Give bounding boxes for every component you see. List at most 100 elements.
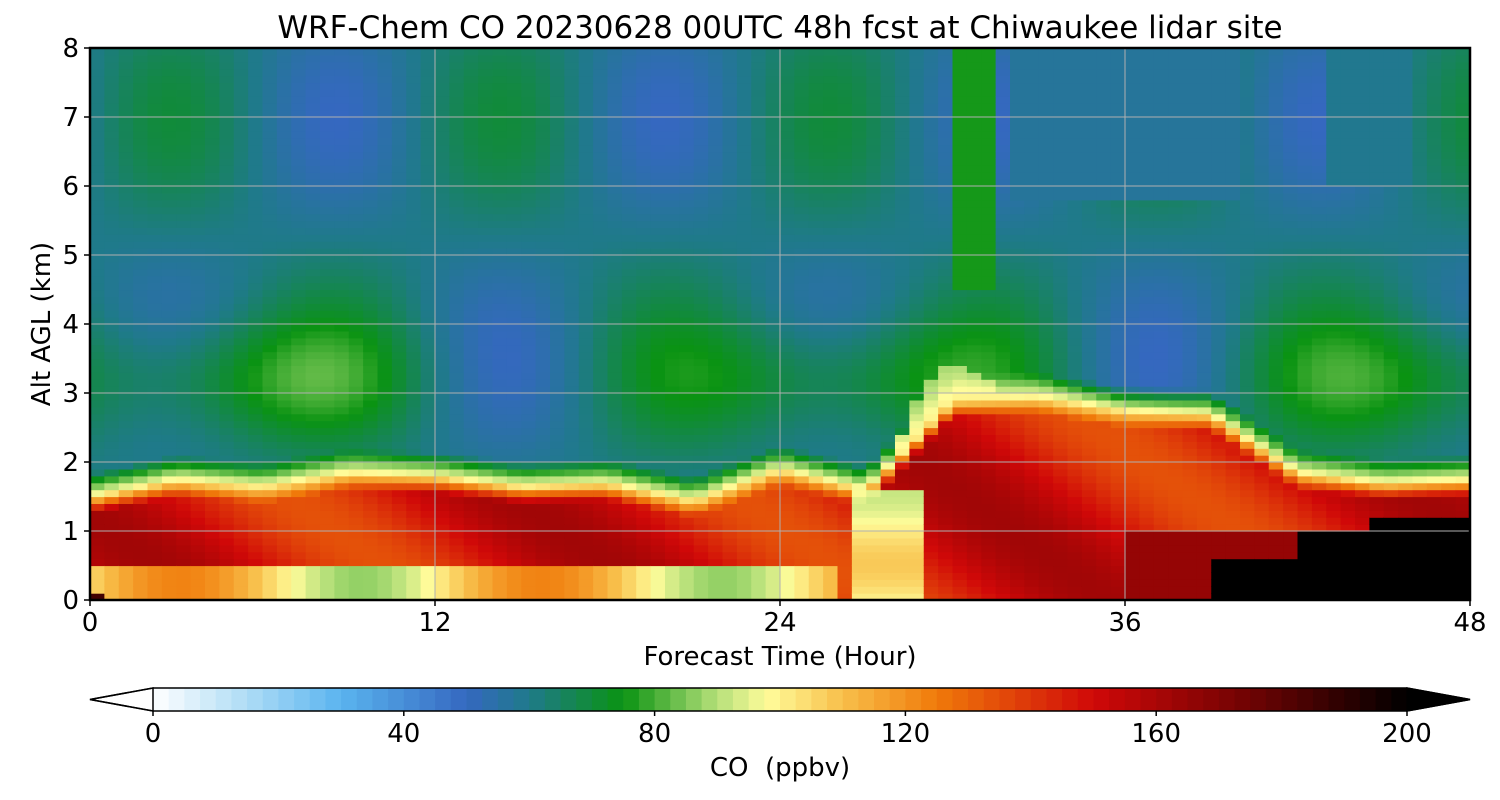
- heatmap-cell: [363, 110, 379, 118]
- heatmap-cell: [176, 427, 192, 435]
- heatmap-cell: [765, 117, 781, 125]
- heatmap-cell: [506, 130, 522, 139]
- heatmap-cell: [420, 117, 436, 125]
- heatmap-cell: [291, 475, 307, 484]
- heatmap-cell: [133, 268, 149, 277]
- heatmap-cell: [794, 103, 810, 111]
- heatmap-cell: [276, 386, 292, 394]
- heatmap-cell: [823, 137, 839, 146]
- heatmap-cell: [593, 89, 609, 97]
- heatmap-cell: [478, 117, 494, 125]
- heatmap-cell: [248, 110, 264, 118]
- heatmap-cell: [621, 103, 637, 111]
- heatmap-cell: [564, 586, 580, 594]
- heatmap-cell: [780, 61, 795, 70]
- heatmap-cell: [521, 365, 537, 373]
- heatmap-cell: [161, 386, 177, 394]
- heatmap-cell: [449, 54, 465, 63]
- heatmap-cell: [133, 531, 149, 539]
- heatmap-cell: [952, 379, 968, 387]
- heatmap-cell: [190, 261, 206, 270]
- heatmap-cell: [693, 372, 709, 380]
- heatmap-cell: [133, 537, 149, 546]
- heatmap-cell: [866, 551, 882, 560]
- heatmap-cell: [851, 89, 867, 97]
- heatmap-cell: [708, 89, 724, 97]
- heatmap-cell: [693, 234, 709, 242]
- heatmap-cell: [205, 420, 220, 429]
- heatmap-cell: [506, 448, 522, 456]
- heatmap-cell: [492, 489, 508, 498]
- heatmap-cell: [780, 475, 795, 484]
- heatmap-cell: [205, 551, 220, 560]
- heatmap-cell: [736, 537, 752, 546]
- heatmap-cell: [104, 579, 120, 587]
- heatmap-cell: [880, 172, 896, 180]
- heatmap-cell: [751, 310, 767, 318]
- heatmap-cell: [593, 496, 609, 504]
- heatmap-cell: [406, 551, 422, 560]
- heatmap-cell: [794, 558, 810, 567]
- heatmap-cell: [621, 261, 637, 270]
- heatmap-cell: [90, 517, 105, 525]
- heatmap-cell: [320, 406, 335, 415]
- heatmap-cell: [305, 144, 321, 153]
- heatmap-cell: [593, 337, 609, 346]
- heatmap-cell: [923, 462, 939, 470]
- heatmap-cell: [665, 268, 680, 277]
- heatmap-cell: [291, 227, 307, 235]
- heatmap-cell: [679, 165, 695, 173]
- heatmap-cell: [435, 524, 450, 532]
- heatmap-cell: [320, 151, 335, 159]
- heatmap-cell: [952, 248, 968, 256]
- heatmap-cell: [276, 96, 292, 104]
- heatmap-cell: [550, 255, 565, 263]
- heatmap-cell: [909, 275, 925, 284]
- heatmap-cell: [406, 248, 422, 256]
- heatmap-cell: [550, 572, 565, 580]
- heatmap-cell: [233, 54, 249, 63]
- heatmap-cell: [435, 344, 450, 353]
- heatmap-cell: [391, 130, 407, 139]
- heatmap-cell: [391, 551, 407, 560]
- heatmap-cell: [492, 358, 508, 366]
- heatmap-cell: [895, 275, 910, 284]
- heatmap-cell: [636, 255, 652, 263]
- heatmap-cell: [866, 96, 882, 104]
- heatmap-cell: [233, 379, 249, 387]
- heatmap-cell: [938, 137, 954, 146]
- heatmap-cell: [449, 337, 465, 346]
- heatmap-cell: [320, 496, 335, 504]
- heatmap-cell: [550, 482, 565, 491]
- heatmap-cell: [880, 544, 896, 553]
- heatmap-cell: [248, 351, 264, 360]
- heatmap-cell: [521, 379, 537, 387]
- heatmap-cell: [851, 82, 867, 90]
- heatmap-cell: [90, 227, 105, 235]
- heatmap-cell: [248, 579, 264, 587]
- heatmap-cell: [506, 289, 522, 297]
- heatmap-cell: [521, 517, 537, 525]
- heatmap-cell: [736, 137, 752, 146]
- heatmap-cell: [190, 379, 206, 387]
- heatmap-cell: [564, 123, 580, 132]
- heatmap-cell: [478, 255, 494, 263]
- heatmap-cell: [851, 255, 867, 263]
- heatmap-cell: [650, 517, 666, 525]
- heatmap-cell: [621, 48, 637, 56]
- heatmap-cell: [420, 220, 436, 228]
- heatmap-cell: [276, 68, 292, 77]
- heatmap-cell: [679, 296, 695, 304]
- heatmap-cell: [895, 54, 910, 63]
- heatmap-cell: [391, 468, 407, 477]
- heatmap-cell: [334, 524, 350, 532]
- heatmap-cell: [794, 399, 810, 408]
- heatmap-cell: [650, 289, 666, 297]
- heatmap-cell: [205, 165, 220, 173]
- heatmap-cell: [751, 448, 767, 456]
- heatmap-cell: [564, 489, 580, 498]
- heatmap-cell: [506, 406, 522, 415]
- heatmap-cell: [837, 317, 853, 325]
- heatmap-cell: [435, 448, 450, 456]
- heatmap-cell: [679, 261, 695, 270]
